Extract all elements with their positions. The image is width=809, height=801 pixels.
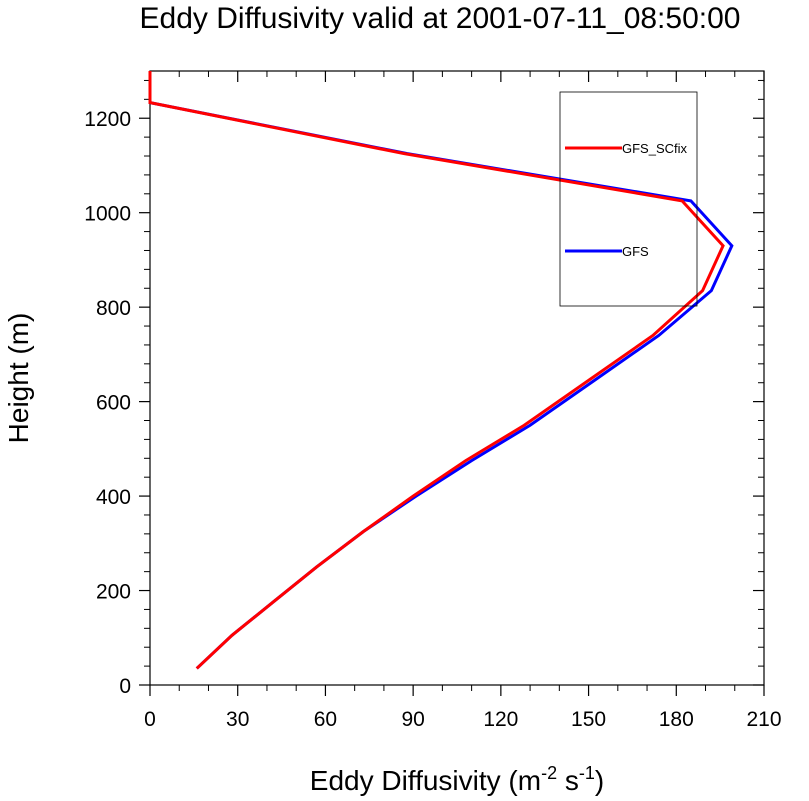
axis-ticks [139, 71, 765, 696]
legend-label-gfs: GFS [622, 244, 649, 259]
x-tick-label: 180 [659, 708, 694, 731]
series-lines [148, 71, 734, 670]
x-axis-label: Eddy Diffusivity (m-2 s-1) [310, 763, 604, 796]
legend-box [559, 91, 698, 307]
y-axis-label: Height (m) [3, 313, 34, 444]
y-tick-label: 1200 [84, 108, 131, 131]
series-line-gfs-scfix [148, 71, 725, 670]
y-tick-label: 400 [96, 486, 131, 509]
x-tick-label: 90 [401, 708, 424, 731]
y-tick-label: 600 [96, 392, 131, 415]
x-axis-label-sup2: -1 [579, 763, 595, 783]
y-tick-label: 800 [96, 297, 131, 320]
x-axis-label-main: Eddy Diffusivity (m [310, 765, 541, 796]
x-axis-label-sup1: -2 [541, 763, 557, 783]
y-tick-label: 200 [96, 581, 131, 604]
x-tick-label: 210 [746, 708, 781, 731]
x-axis-label-end: ) [595, 765, 604, 796]
axis-tick-labels: 0 30 60 90 120 150 180 210 0 200 400 600 800 1000 1200 [84, 108, 781, 731]
chart-title: Eddy Diffusivity valid at 2001-07-11_08:… [140, 2, 741, 35]
legend-label-gfs-scfix: GFS_SCfix [622, 141, 688, 156]
x-tick-label: 0 [144, 708, 156, 731]
legend: GFS_SCfix GFS [565, 141, 688, 259]
y-tick-label: 0 [119, 675, 131, 698]
x-tick-label: 150 [571, 708, 606, 731]
y-tick-label: 1000 [84, 203, 131, 226]
x-tick-label: 60 [314, 708, 337, 731]
x-tick-label: 30 [226, 708, 249, 731]
x-axis-label-mid: s [557, 765, 579, 796]
plot-frame [149, 70, 765, 686]
x-tick-label: 120 [483, 708, 518, 731]
